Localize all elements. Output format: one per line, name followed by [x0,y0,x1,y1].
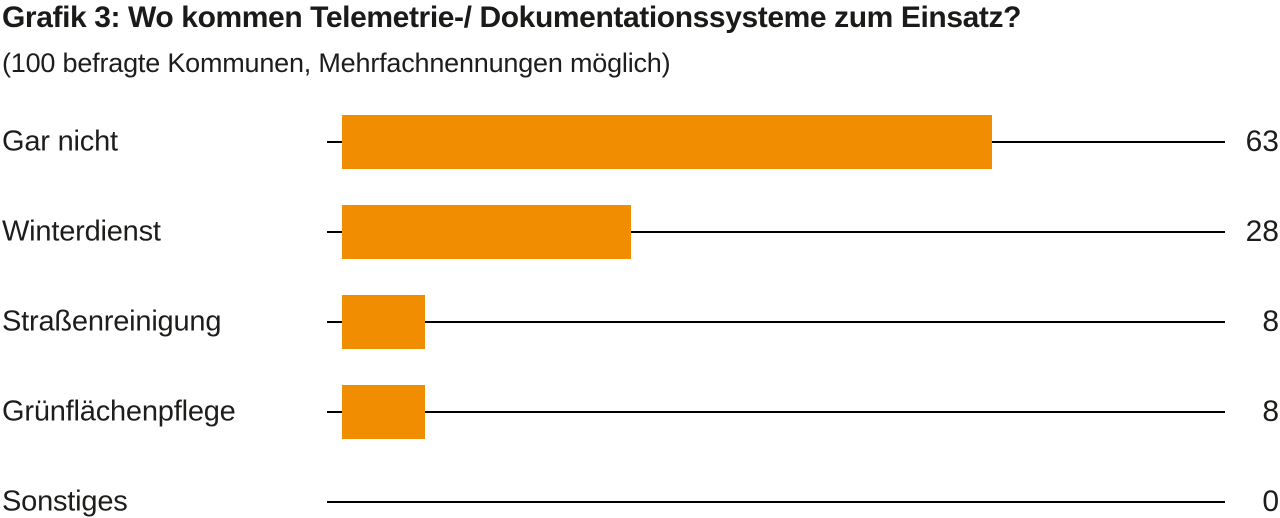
value-label: 8 [1262,395,1279,428]
category-label: Sonstiges [2,485,128,518]
axis-line [327,231,1225,233]
chart-row: Straßenreinigung 8 [0,277,1280,367]
chart-rows: Gar nicht 63 Winterdienst 28 Straßenrein… [0,97,1280,518]
axis-line [327,501,1225,503]
category-label: Grünflächenpflege [2,395,236,428]
chart-row: Grünflächenpflege 8 [0,367,1280,457]
axis-line [327,321,1225,323]
category-label: Gar nicht [2,125,118,158]
value-label: 28 [1245,215,1279,248]
chart-row: Winterdienst 28 [0,187,1280,277]
chart-row: Gar nicht 63 [0,97,1280,187]
bar [342,295,425,349]
category-label: Straßenreinigung [2,305,222,338]
bar [342,205,631,259]
bar [342,115,992,169]
chart-row: Sonstiges 0 [0,457,1280,518]
chart-subtitle: (100 befragte Kommunen, Mehrfachnennunge… [2,48,671,78]
category-label: Winterdienst [2,215,161,248]
chart-title: Grafik 3: Wo kommen Telemetrie-/ Dokumen… [2,1,1022,34]
value-label: 0 [1262,485,1279,518]
axis-line [327,411,1225,413]
value-label: 8 [1262,305,1279,338]
value-label: 63 [1245,125,1279,158]
bar [342,385,425,439]
